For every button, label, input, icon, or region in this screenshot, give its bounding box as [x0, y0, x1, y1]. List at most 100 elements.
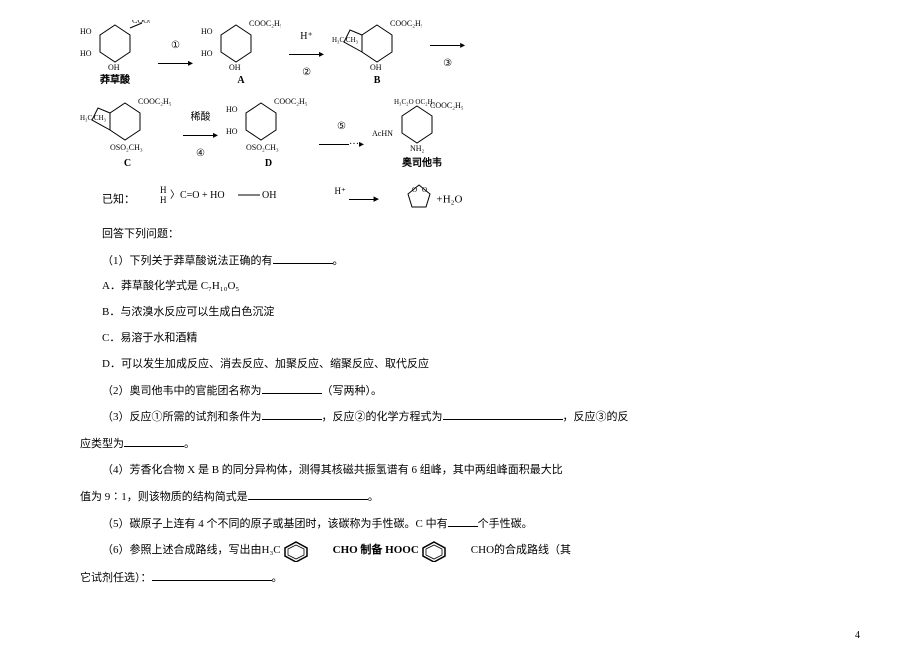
svg-text:〉C=O + HO: 〉C=O + HO — [170, 189, 225, 201]
svg-text:H: H — [160, 195, 167, 205]
optC: C．易溶于水和酒精 — [80, 329, 840, 349]
arrow-3: ▸ ③ — [430, 37, 465, 73]
arrow-5-top: ⑤ — [319, 118, 364, 136]
q6-suffix: 。 — [272, 572, 283, 584]
q6c: CHO的合成路线（其 — [449, 541, 571, 561]
q5: （5）碳原子上连有 4 个不同的原子或基团时，该碳称为手性碳。C 中有 个手性碳。 — [80, 514, 840, 535]
arrow-3-top: ③ — [430, 55, 465, 73]
q3a: （3）反应①所需的试剂和条件为 — [102, 411, 262, 423]
q4b: 值为 9∶1，则该物质的结构简式是 — [80, 491, 248, 503]
group-ho2: HO — [80, 49, 92, 58]
optB: B．与浓溴水反应可以生成白色沉淀 — [80, 303, 840, 323]
label-shikimic: 莽草酸 — [80, 72, 150, 90]
osel-svg: COOC₂H₅ H₃C₂O OC₂H₅ AcHN NH₂ — [372, 98, 472, 153]
q5a: （5）碳原子上连有 4 个不同的原子或基团时，该碳称为手性碳。C 中有 — [102, 518, 448, 530]
svg-text:O: O — [422, 186, 427, 194]
group-cooet-a: COOC₂H₅ — [249, 20, 281, 28]
q3-line2: 应类型为。 — [80, 434, 840, 455]
q4-blank — [248, 487, 368, 500]
q2-text: （2）奥司他韦中的官能团名称为 — [102, 385, 262, 397]
B-svg: COOC₂H₅ H₃C CH₃ OH — [332, 20, 422, 70]
intro: 回答下列问题： — [80, 225, 840, 245]
label-B: B — [332, 72, 422, 90]
arrow-2-bot: ② — [289, 64, 324, 82]
label-D: D — [226, 155, 311, 173]
arrow-2-top: H⁺ — [289, 28, 324, 46]
group-achn: AcHN — [372, 129, 393, 138]
group-cooet-c: COOC₂H₅ — [138, 98, 172, 106]
group-oh-b: OH — [370, 63, 382, 70]
q5-blank — [448, 514, 478, 527]
q2-blank — [262, 381, 322, 394]
q6-line2: 它试剂任选）： 。 — [80, 568, 840, 589]
q6: （6）参照上述合成路线，写出由H₃C CHO 制备 HOOC CHO的合成路线（… — [80, 540, 840, 562]
arrow-1: ① ▸ — [158, 37, 193, 73]
page-number: 4 — [855, 630, 860, 641]
arrow-5: ⑤ ···▸ — [319, 118, 364, 154]
q3-l2: 应类型为 — [80, 438, 124, 450]
optD: D．可以发生加成反应、消去反应、加聚反应、缩聚反应、取代反应 — [80, 355, 840, 375]
arrow-2: H⁺ ▸ ② — [289, 28, 324, 82]
arrow-4-bot: ④ — [183, 145, 218, 163]
scheme-row-1: COOH HO HO OH 莽草酸 ① ▸ COOC₂H₅ HO HO OH A… — [80, 20, 840, 90]
q2-suffix: （写两种）。 — [322, 385, 383, 397]
q6-blank — [152, 568, 272, 581]
structure-A: COOC₂H₅ HO HO OH A — [201, 20, 281, 90]
structure-shikimic-acid: COOH HO HO OH 莽草酸 — [80, 20, 150, 90]
arrow-4-top: 稀酸 — [183, 109, 218, 127]
group-ho1: HO — [80, 27, 92, 36]
known-r1: HH〉C=O + HO OH — [138, 181, 310, 219]
label-osel: 奥司他韦 — [372, 155, 472, 173]
group-oh-a: OH — [229, 63, 241, 70]
label-A: A — [201, 72, 281, 90]
group-cooet-b: COOC₂H₅ — [390, 20, 422, 28]
group-gem-c: H₃C CH₃ — [80, 114, 107, 122]
q4a: （4）芳香化合物 X 是 B 的同分异构体，测得其核磁共振氢谱有 6 组峰，其中… — [80, 461, 840, 481]
group-cooet-d: COOC₂H₅ — [274, 98, 308, 106]
C-svg: COOC₂H₅ H₃C CH₃ OSO₂CH₃ — [80, 98, 175, 153]
q6a: （6）参照上述合成路线，写出由H₃C — [80, 541, 281, 561]
group-nh2: NH₂ — [410, 144, 425, 153]
structure-D: COOC₂H₅ HO HO OSO₂CH₃ D — [226, 98, 311, 173]
q1: （1）下列关于莽草酸说法正确的有 。 — [80, 251, 840, 272]
shikimic-svg: COOH HO HO OH — [80, 20, 150, 70]
structure-B: COOC₂H₅ H₃C CH₃ OH B — [332, 20, 422, 90]
group-gem-b: H₃C CH₃ — [332, 36, 359, 44]
label-C: C — [80, 155, 175, 173]
benzene-2 — [419, 540, 449, 562]
q3-blank1 — [262, 407, 322, 420]
group-ho2-a: HO — [201, 49, 213, 58]
arrow-4: 稀酸 ▸ ④ — [183, 109, 218, 163]
structure-oseltamivir: COOC₂H₅ H₃C₂O OC₂H₅ AcHN NH₂ 奥司他韦 — [372, 98, 472, 173]
document-body: COOH HO HO OH 莽草酸 ① ▸ COOC₂H₅ HO HO OH A… — [0, 0, 920, 589]
group-ho1-a: HO — [201, 27, 213, 36]
scheme-row-2: COOC₂H₅ H₃C CH₃ OSO₂CH₃ C 稀酸 ▸ ④ COOC₂H₅… — [80, 98, 840, 173]
known-prod: OO — [382, 182, 434, 218]
optA: A．莽草酸化学式是 C₇H₁₀O₅ — [80, 277, 840, 297]
q1-suffix: 。 — [333, 255, 344, 267]
svg-text:H: H — [160, 185, 167, 195]
benzene-1 — [281, 540, 311, 562]
q2: （2）奥司他韦中的官能团名称为 （写两种）。 — [80, 381, 840, 402]
q6-l2: 它试剂任选）： — [80, 572, 152, 584]
known-prefix: 已知： — [102, 193, 135, 205]
arrow-1-top: ① — [158, 37, 193, 55]
q1-text: （1）下列关于莽草酸说法正确的有 — [102, 255, 273, 267]
q3-blank2 — [443, 407, 563, 420]
q5b: 个手性碳。 — [478, 518, 533, 530]
svg-text:O: O — [412, 186, 417, 194]
D-svg: COOC₂H₅ HO HO OSO₂CH₃ — [226, 98, 311, 153]
known-reaction: 已知： HH〉C=O + HO OH H⁺ ▸ OO +H₂O — [80, 181, 840, 219]
q3: （3）反应①所需的试剂和条件为，反应②的化学方程式为，反应③的反 — [80, 407, 840, 428]
q1-blank — [273, 251, 333, 264]
svg-text:OH: OH — [262, 190, 276, 201]
q3b: ，反应②的化学方程式为 — [322, 411, 443, 423]
q4-suffix: 。 — [368, 491, 379, 503]
known-arrow: H⁺ ▸ — [313, 190, 380, 210]
q6b: CHO 制备 HOOC — [311, 541, 419, 561]
known-h2o: +H₂O — [437, 193, 463, 205]
group-cooh: COOH — [132, 20, 150, 25]
group-oso-c: OSO₂CH₃ — [110, 143, 143, 152]
group-ho2-d: HO — [226, 127, 238, 136]
q4b-line: 值为 9∶1，则该物质的结构简式是 。 — [80, 487, 840, 508]
